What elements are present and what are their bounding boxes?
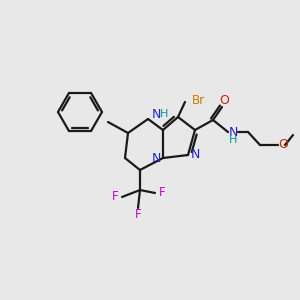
Text: O: O	[219, 94, 229, 106]
Text: F: F	[112, 190, 118, 203]
Text: H: H	[160, 109, 168, 119]
Text: Br: Br	[192, 94, 205, 106]
Text: H: H	[229, 135, 237, 145]
Text: F: F	[135, 208, 141, 221]
Text: N: N	[151, 107, 161, 121]
Text: N: N	[190, 148, 200, 160]
Text: N: N	[151, 152, 161, 164]
Text: O: O	[278, 139, 288, 152]
Text: F: F	[159, 187, 165, 200]
Text: N: N	[228, 125, 238, 139]
